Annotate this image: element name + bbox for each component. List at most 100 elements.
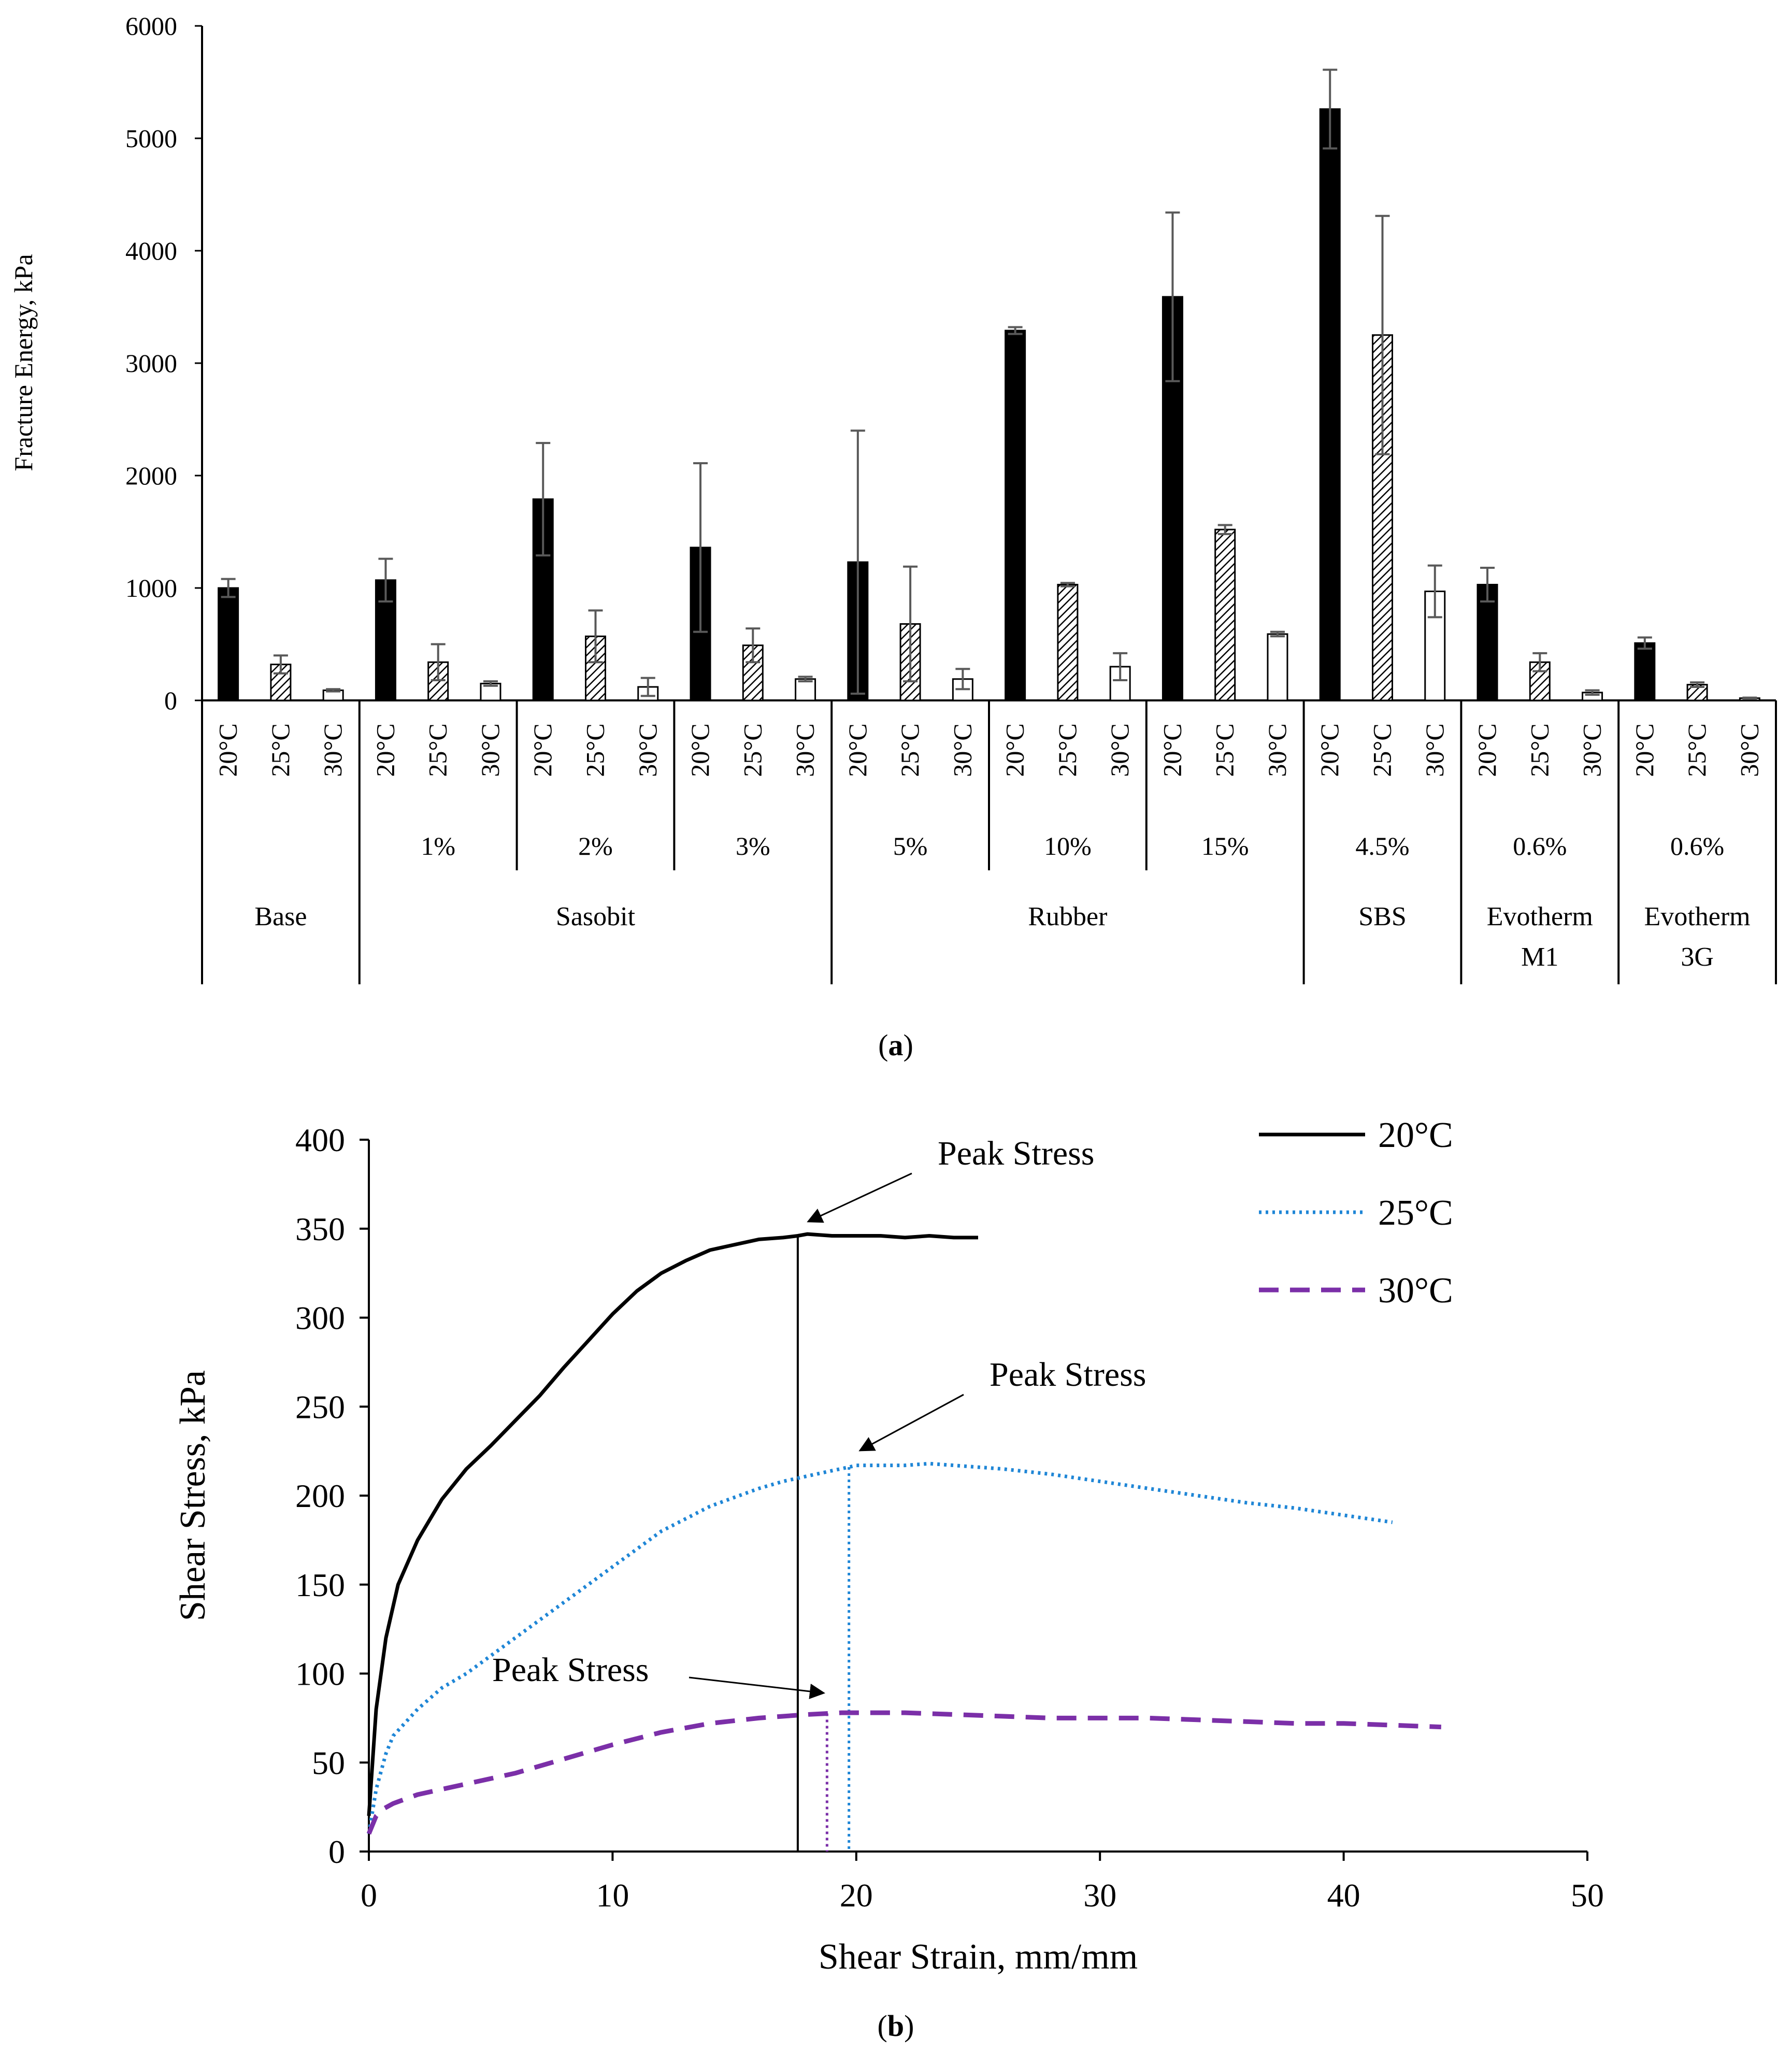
x-tick-label-b: 0	[361, 1877, 377, 1914]
y-tick-label-a: 0	[164, 686, 177, 715]
temperature-label: 25°C	[581, 723, 610, 777]
x-axis-label-b: Shear Strain, mm/mm	[819, 1937, 1138, 1977]
peak-stress-label: Peak Stress	[492, 1651, 649, 1689]
modifier-label: Base	[254, 902, 307, 931]
y-tick-label-b: 100	[295, 1656, 345, 1692]
series-line-25c	[367, 1461, 1393, 1834]
y-tick-label-a: 1000	[125, 573, 177, 602]
peak-stress-annotation: Peak Stress	[492, 1651, 825, 1699]
error-bar	[536, 442, 551, 557]
shear-stress-strain-chart: 0 50 100 150 200 250 300 350 400 0 10 20 30 40 50 She…	[173, 1115, 1604, 2043]
temperature-label: 30°C	[318, 723, 347, 777]
temperature-label: 30°C	[1263, 723, 1292, 777]
x-tick-label-b: 50	[1571, 1877, 1604, 1914]
legend-entry-25c: 25°C	[1259, 1193, 1453, 1233]
bar-20c-group-6	[1005, 329, 1026, 701]
bar-30c-group-7	[1267, 633, 1288, 701]
modifier-label: Rubber	[1028, 902, 1107, 931]
x-tick-label-b: 40	[1327, 1877, 1360, 1914]
panel-label-a: (a)	[878, 1028, 913, 1062]
series-line-20c	[367, 1232, 978, 1816]
temperature-label: 20°C	[370, 723, 399, 777]
level-label: 0.6%	[1670, 831, 1724, 860]
error-bar	[431, 643, 446, 681]
temperature-label: 30°C	[1734, 723, 1764, 777]
temperature-label: 25°C	[738, 723, 767, 777]
y-tick-label-b: 150	[295, 1567, 345, 1603]
temperature-label: 20°C	[528, 723, 557, 777]
error-bar	[1375, 214, 1390, 455]
error-bar	[326, 688, 341, 693]
error-bar	[273, 654, 288, 675]
temperature-label: 25°C	[1210, 723, 1239, 777]
y-tick-label-b: 300	[295, 1300, 345, 1337]
error-bar	[955, 668, 970, 691]
error-bar	[1060, 582, 1075, 587]
error-bar	[1690, 681, 1705, 688]
error-bar	[1323, 68, 1338, 150]
error-bar	[378, 557, 393, 603]
y-tick-label-b: 350	[295, 1211, 345, 1247]
error-bar	[640, 677, 655, 697]
temperature-label: 25°C	[266, 723, 295, 777]
error-bar	[1427, 564, 1442, 619]
legend-label: 30°C	[1378, 1271, 1453, 1311]
peak-stress-label: Peak Stress	[990, 1356, 1146, 1394]
panel-label-b: (b)	[878, 2009, 914, 2043]
y-tick-label-a: 5000	[125, 124, 177, 153]
bar-25c-group-7	[1214, 528, 1236, 701]
temperature-label: 25°C	[895, 723, 924, 777]
y-tick-label-b: 400	[295, 1122, 345, 1158]
error-bar	[746, 627, 761, 664]
peak-stress-arrow	[689, 1676, 825, 1699]
level-label: 3%	[736, 831, 770, 860]
level-label: 10%	[1044, 831, 1092, 860]
temperature-label: 30°C	[476, 723, 505, 777]
y-axis-label-a: Fracture Energy, kPa	[9, 254, 38, 471]
level-label: 0.6%	[1513, 831, 1567, 860]
level-label: 2%	[578, 831, 613, 860]
bar-30c-group-4	[795, 678, 816, 701]
legend-entry-20c: 20°C	[1259, 1115, 1453, 1155]
error-bar	[1742, 696, 1757, 700]
temperature-label: 20°C	[843, 723, 872, 777]
temperature-label: 25°C	[1053, 723, 1082, 777]
x-tick-label-b: 30	[1083, 1877, 1116, 1914]
temperature-label: 20°C	[213, 723, 242, 777]
y-tick-label-a: 2000	[125, 461, 177, 490]
fracture-energy-bar-chart: 0 1000 2000 3000 4000 5000 6000 Fracture Energ…	[9, 11, 1777, 1062]
x-tick-label-b: 10	[596, 1877, 629, 1914]
temperature-label: 30°C	[1578, 723, 1607, 777]
error-bar	[1270, 630, 1285, 638]
peak-stress-arrow	[807, 1172, 912, 1223]
y-tick-label-a: 6000	[125, 11, 177, 40]
error-bar	[588, 609, 603, 664]
level-label: 4.5%	[1355, 831, 1409, 860]
error-bar	[1585, 689, 1600, 696]
level-label: 5%	[893, 831, 928, 860]
level-label: 15%	[1201, 831, 1249, 860]
legend-label: 25°C	[1378, 1193, 1453, 1233]
error-bar	[798, 676, 813, 683]
temperature-label: 20°C	[1472, 723, 1501, 777]
peak-stress-arrow	[858, 1394, 964, 1452]
temperature-label: 20°C	[1630, 723, 1659, 777]
temperature-label: 25°C	[423, 723, 452, 777]
bar-20c-group-9	[1476, 583, 1498, 701]
temperature-label: 30°C	[633, 723, 662, 777]
temperature-label: 25°C	[1525, 723, 1554, 777]
temperature-label: 25°C	[1368, 723, 1397, 777]
error-bar	[1480, 566, 1495, 603]
series-line-30c	[366, 1710, 1441, 1835]
temperature-label: 20°C	[1157, 723, 1186, 777]
modifier-label: 3G	[1681, 942, 1714, 972]
error-bar	[693, 462, 708, 633]
y-tick-label-b: 200	[295, 1477, 345, 1514]
bar-20c-group-1	[218, 587, 239, 701]
y-tick-label-b: 0	[328, 1833, 345, 1870]
temperature-label: 20°C	[685, 723, 714, 777]
error-bar	[850, 429, 865, 695]
error-bar	[903, 565, 918, 683]
modifier-label: Evotherm	[1644, 902, 1751, 931]
